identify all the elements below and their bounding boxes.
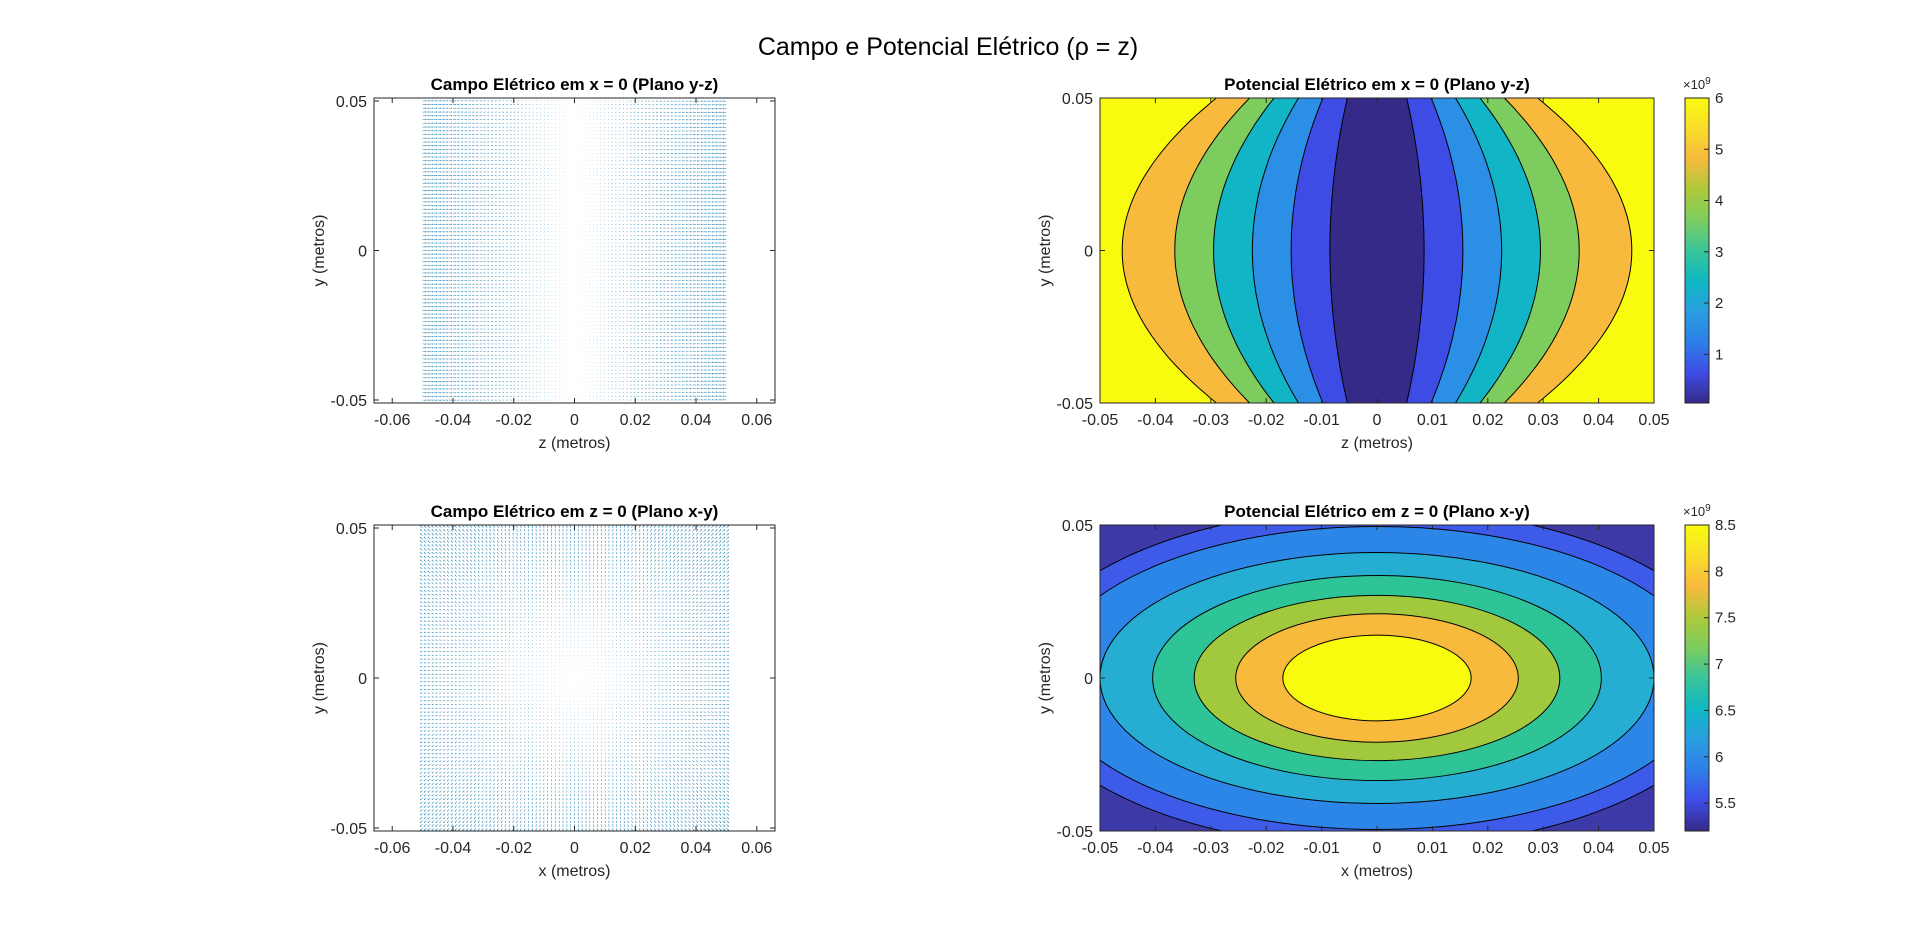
- contour-bands: [1100, 98, 1654, 403]
- x-tick-label: 0.01: [1417, 412, 1448, 429]
- x-axis-label: x (metros): [1341, 863, 1413, 880]
- colorbar-tick-label: 8: [1715, 563, 1723, 580]
- x-tick-label: -0.02: [1248, 840, 1285, 857]
- axes-potential-yz: -0.05 -0.04 -0.03 -0.02 -0.01 0 0.01 0.02 0.03 0.…: [1037, 75, 1670, 452]
- colorbar-tick-label: 6: [1715, 90, 1723, 107]
- axes-title: Campo Elétrico em z = 0 (Plano x-y): [431, 502, 719, 521]
- x-tick-label: 0.02: [620, 840, 651, 857]
- x-tick-label: -0.06: [374, 412, 411, 429]
- colorbar-potential-xy: 5.5 6 6.5 7 7.5 8 8.5×109: [1683, 503, 1736, 832]
- x-tick-label: 0.04: [1583, 840, 1614, 857]
- colorbar-tick-label: 2: [1715, 295, 1723, 312]
- figure-title: Campo e Potencial Elétrico (ρ = z): [758, 33, 1138, 61]
- x-tick-label: 0.05: [1638, 412, 1669, 429]
- quiver-vectors: [422, 99, 727, 402]
- x-tick-label: 0: [1373, 412, 1382, 429]
- quiver-vectors: [419, 525, 730, 831]
- x-tick-label: -0.02: [496, 412, 533, 429]
- colorbar-tick-label: 1: [1715, 346, 1723, 363]
- x-tick-label: 0.03: [1528, 840, 1559, 857]
- y-tick-label: 0: [358, 671, 367, 688]
- y-axis-label: y (metros): [1037, 642, 1054, 714]
- contour-band: [1282, 634, 1472, 722]
- axes-title: Potencial Elétrico em x = 0 (Plano y-z): [1224, 75, 1530, 94]
- colorbar-tick-label: 7.5: [1715, 610, 1736, 627]
- x-tick-label: -0.04: [435, 412, 472, 429]
- x-tick-label: 0.02: [1472, 840, 1503, 857]
- colorbar-tick-label: 6.5: [1715, 702, 1736, 719]
- x-tick-label: 0.02: [1472, 412, 1503, 429]
- x-tick-label: 0.06: [741, 412, 772, 429]
- y-axis-label: y (metros): [1037, 215, 1054, 287]
- x-tick-label: 0.06: [741, 840, 772, 857]
- y-tick-label: 0: [1084, 671, 1093, 688]
- y-tick-label: -0.05: [1057, 396, 1094, 413]
- x-tick-label: -0.05: [1082, 412, 1119, 429]
- axes-field-xy: -0.06 -0.04 -0.02 0 0.02 0.04 0.06 -0.05 0 0.05 Ca…: [311, 502, 776, 880]
- x-axis-label: z (metros): [1341, 435, 1413, 452]
- axes-title: Campo Elétrico em x = 0 (Plano y-z): [431, 75, 719, 94]
- x-tick-label: -0.04: [1137, 412, 1174, 429]
- y-tick-label: 0: [1084, 244, 1093, 261]
- x-tick-label: 0: [570, 840, 579, 857]
- y-tick-label: 0.05: [1062, 91, 1093, 108]
- y-tick-label: -0.05: [331, 393, 368, 410]
- axes-field-yz: -0.06 -0.04 -0.02 0 0.02 0.04 0.06 -0.05 0 0.05 Ca…: [311, 75, 776, 452]
- x-tick-label: -0.06: [374, 840, 411, 857]
- x-tick-label: 0: [570, 412, 579, 429]
- y-tick-label: -0.05: [1057, 824, 1094, 841]
- x-tick-label: -0.04: [1137, 840, 1174, 857]
- contour-bands: [1100, 525, 1654, 831]
- x-tick-label: -0.04: [435, 840, 472, 857]
- colorbar-tick-label: 5: [1715, 141, 1723, 158]
- x-tick-label: -0.02: [496, 840, 533, 857]
- x-tick-label: 0: [1373, 840, 1382, 857]
- colorbar-exponent: ×109: [1683, 76, 1711, 92]
- colorbar-potential-yz: 1 2 3 4 5 6×109: [1683, 76, 1723, 404]
- x-tick-label: 0.02: [620, 412, 651, 429]
- axes-title: Potencial Elétrico em z = 0 (Plano x-y): [1224, 502, 1530, 521]
- x-tick-label: -0.01: [1303, 412, 1340, 429]
- contour-band: [1329, 98, 1425, 403]
- y-axis-label: y (metros): [311, 215, 328, 287]
- y-tick-label: 0.05: [336, 94, 367, 111]
- x-tick-label: -0.03: [1193, 412, 1230, 429]
- quiver-arrows: [422, 99, 727, 402]
- colorbar-exponent: ×109: [1683, 503, 1711, 519]
- colorbar-gradient: [1685, 98, 1709, 403]
- x-tick-label: 0.04: [680, 840, 711, 857]
- colorbar-tick-label: 6: [1715, 749, 1723, 766]
- colorbar-tick-label: 4: [1715, 193, 1723, 210]
- x-tick-label: -0.03: [1193, 840, 1230, 857]
- x-axis-label: x (metros): [539, 863, 611, 880]
- x-tick-label: 0.04: [1583, 412, 1614, 429]
- x-tick-label: 0.05: [1638, 840, 1669, 857]
- x-tick-label: -0.02: [1248, 412, 1285, 429]
- y-axis-label: y (metros): [311, 642, 328, 714]
- colorbar-gradient: [1685, 525, 1709, 831]
- x-tick-label: -0.01: [1303, 840, 1340, 857]
- colorbar-frame: [1684, 97, 1710, 404]
- x-tick-label: 0.01: [1417, 840, 1448, 857]
- x-axis-label: z (metros): [539, 435, 611, 452]
- quiver-arrows: [419, 525, 730, 831]
- colorbar-tick-label: 3: [1715, 244, 1723, 261]
- y-tick-label: 0: [358, 244, 367, 261]
- y-tick-label: 0.05: [336, 521, 367, 538]
- colorbar-tick-label: 5.5: [1715, 795, 1736, 812]
- colorbar-frame: [1684, 524, 1710, 832]
- x-tick-label: 0.03: [1528, 412, 1559, 429]
- axes-potential-xy: -0.05 -0.04 -0.03 -0.02 -0.01 0 0.01 0.02 0.03 0.…: [1037, 502, 1670, 880]
- colorbar-tick-label: 7: [1715, 656, 1723, 673]
- y-tick-label: -0.05: [331, 821, 368, 838]
- x-tick-label: 0.04: [680, 412, 711, 429]
- colorbar-tick-label: 8.5: [1715, 517, 1736, 534]
- y-tick-label: 0.05: [1062, 518, 1093, 535]
- x-tick-label: -0.05: [1082, 840, 1119, 857]
- axes-frame: [373, 524, 776, 832]
